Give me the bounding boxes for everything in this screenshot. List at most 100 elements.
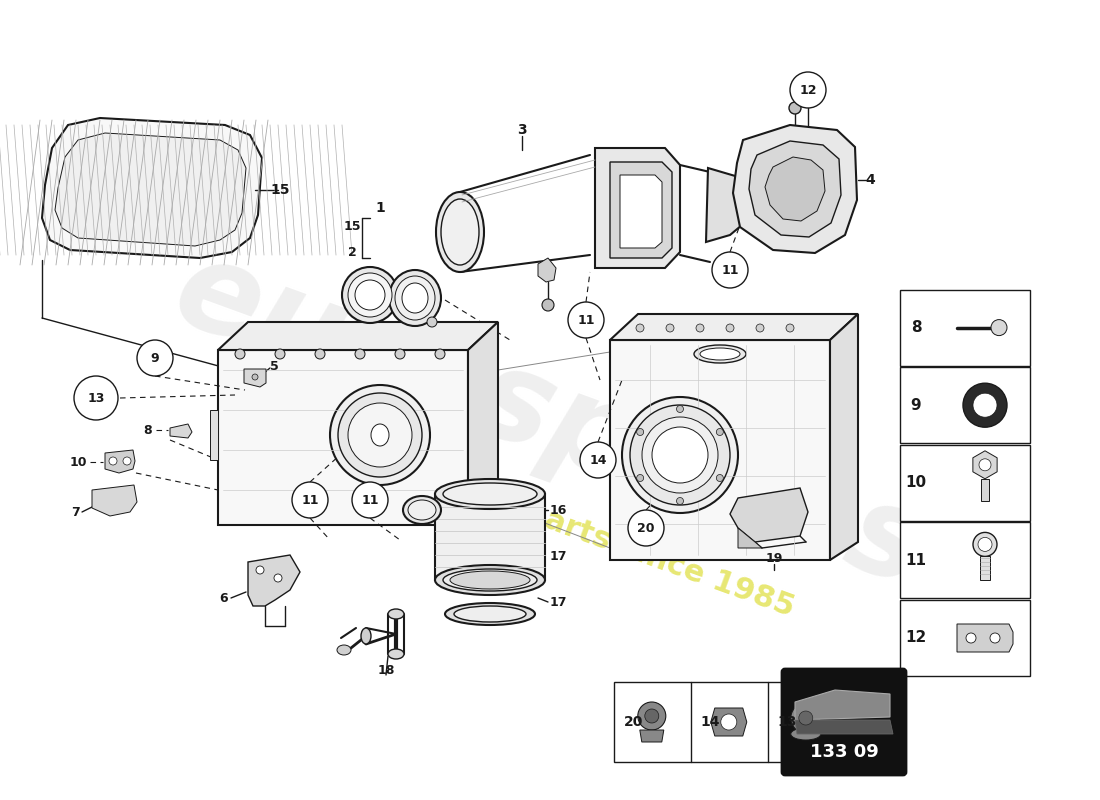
Bar: [614, 682, 782, 762]
Polygon shape: [764, 157, 825, 221]
Text: 12: 12: [800, 83, 816, 97]
Text: 19: 19: [766, 551, 783, 565]
Circle shape: [292, 482, 328, 518]
Circle shape: [638, 702, 666, 730]
Circle shape: [756, 324, 764, 332]
Ellipse shape: [402, 283, 428, 313]
Polygon shape: [248, 555, 300, 606]
Circle shape: [256, 566, 264, 574]
Bar: [900, 600, 1030, 676]
Polygon shape: [957, 624, 1013, 652]
Text: 15: 15: [271, 183, 289, 197]
Circle shape: [712, 252, 748, 288]
Polygon shape: [92, 485, 138, 516]
Polygon shape: [218, 350, 468, 525]
Text: 14: 14: [701, 715, 721, 729]
Ellipse shape: [694, 345, 746, 363]
Text: 11: 11: [361, 494, 378, 506]
Ellipse shape: [371, 424, 389, 446]
Ellipse shape: [700, 348, 740, 360]
Text: 9: 9: [151, 351, 160, 365]
Circle shape: [962, 383, 1006, 427]
Polygon shape: [55, 133, 246, 246]
Polygon shape: [42, 118, 262, 258]
Circle shape: [352, 482, 388, 518]
Circle shape: [645, 709, 659, 723]
Text: 12: 12: [905, 630, 926, 646]
Polygon shape: [620, 175, 662, 248]
Polygon shape: [218, 322, 498, 350]
Text: 9: 9: [911, 398, 922, 413]
Circle shape: [991, 319, 1006, 336]
Circle shape: [978, 538, 992, 551]
Circle shape: [716, 429, 724, 435]
FancyBboxPatch shape: [782, 669, 906, 775]
Text: 1: 1: [375, 201, 385, 215]
Polygon shape: [733, 125, 857, 253]
Circle shape: [637, 474, 644, 482]
Text: 17: 17: [549, 550, 566, 562]
Text: 11: 11: [722, 263, 739, 277]
Circle shape: [123, 457, 131, 465]
Polygon shape: [468, 322, 498, 525]
Circle shape: [726, 324, 734, 332]
Circle shape: [720, 714, 737, 730]
Ellipse shape: [446, 603, 535, 625]
Circle shape: [580, 442, 616, 478]
Text: eurospares: eurospares: [158, 228, 942, 612]
Polygon shape: [610, 340, 830, 560]
Circle shape: [966, 633, 976, 643]
Text: 16: 16: [549, 503, 566, 517]
Circle shape: [621, 397, 738, 513]
Text: a passion for parts since 1985: a passion for parts since 1985: [301, 418, 799, 622]
Text: 15: 15: [343, 219, 361, 233]
Polygon shape: [210, 410, 218, 460]
Ellipse shape: [441, 199, 478, 265]
Text: 10: 10: [905, 475, 926, 490]
Bar: [900, 522, 1030, 598]
Circle shape: [427, 317, 437, 327]
Circle shape: [355, 349, 365, 359]
Ellipse shape: [389, 270, 441, 326]
Circle shape: [338, 393, 422, 477]
Circle shape: [342, 267, 398, 323]
Circle shape: [235, 349, 245, 359]
Circle shape: [315, 349, 324, 359]
Circle shape: [568, 302, 604, 338]
Circle shape: [348, 403, 412, 467]
Circle shape: [355, 280, 385, 310]
Circle shape: [348, 273, 392, 317]
Ellipse shape: [443, 483, 537, 505]
Polygon shape: [170, 424, 192, 438]
Text: 3: 3: [517, 123, 527, 137]
Text: 133 09: 133 09: [810, 743, 879, 761]
Circle shape: [676, 406, 683, 413]
Circle shape: [330, 385, 430, 485]
Bar: [900, 367, 1030, 443]
Circle shape: [274, 574, 282, 582]
Circle shape: [716, 474, 724, 482]
Circle shape: [789, 102, 801, 114]
Circle shape: [799, 711, 813, 725]
Ellipse shape: [388, 649, 404, 659]
Ellipse shape: [434, 479, 544, 509]
Ellipse shape: [791, 728, 821, 740]
Bar: [900, 445, 1030, 521]
Text: 5: 5: [270, 359, 278, 373]
Circle shape: [395, 349, 405, 359]
Circle shape: [979, 459, 991, 470]
Polygon shape: [981, 478, 989, 501]
Ellipse shape: [454, 606, 526, 622]
Polygon shape: [640, 730, 663, 742]
Circle shape: [109, 457, 117, 465]
Ellipse shape: [395, 276, 434, 320]
Polygon shape: [980, 557, 990, 581]
Circle shape: [974, 533, 997, 557]
Circle shape: [790, 72, 826, 108]
Ellipse shape: [388, 609, 404, 619]
Ellipse shape: [408, 500, 436, 520]
Polygon shape: [610, 162, 672, 258]
Polygon shape: [595, 148, 680, 268]
Circle shape: [990, 633, 1000, 643]
Text: 13: 13: [778, 715, 798, 729]
